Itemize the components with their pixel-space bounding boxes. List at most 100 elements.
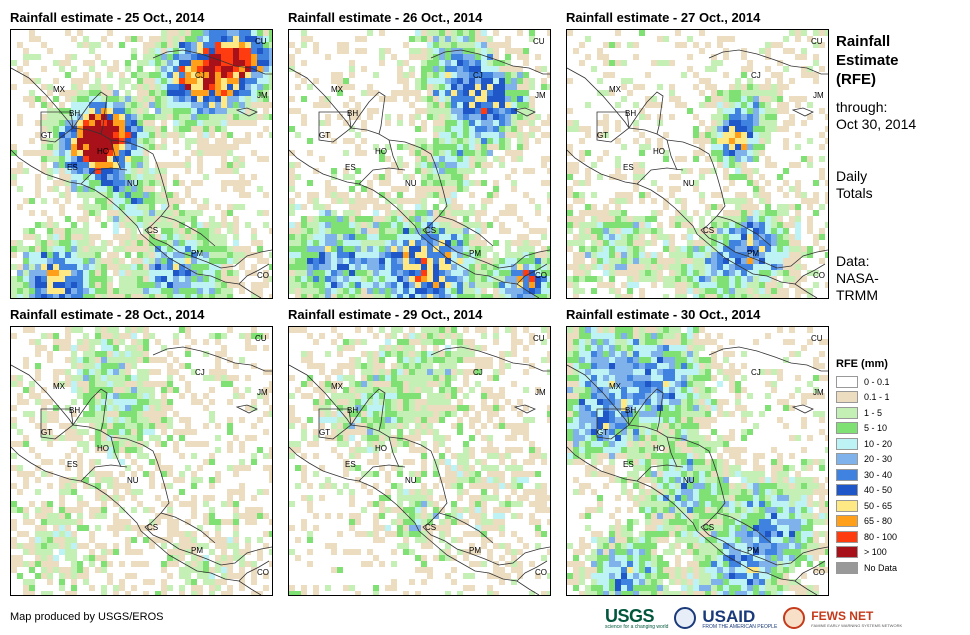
- rainfall-cell: [125, 537, 131, 543]
- rainfall-cell: [717, 150, 723, 156]
- rainfall-cell: [137, 501, 143, 507]
- rainfall-cell: [143, 471, 149, 477]
- rainfall-cell: [693, 210, 699, 216]
- rainfall-cell: [173, 120, 179, 126]
- rainfall-cell: [573, 222, 579, 228]
- rainfall-cell: [83, 288, 89, 294]
- rainfall-map: MX BH GT HO ES NU CS PM CO CU JM CJ: [566, 29, 829, 299]
- rainfall-cell: [427, 48, 433, 54]
- rainfall-cell: [439, 150, 445, 156]
- rainfall-cell: [125, 90, 131, 96]
- rainfall-cell: [487, 78, 493, 84]
- country-label: CO: [257, 271, 269, 280]
- rainfall-cell: [125, 210, 131, 216]
- rainfall-cell: [125, 162, 131, 168]
- rainfall-cell: [215, 555, 221, 561]
- rainfall-cell: [349, 66, 355, 72]
- rainfall-cell: [203, 339, 209, 345]
- rainfall-cell: [469, 30, 475, 36]
- rainfall-cell: [723, 138, 729, 144]
- rainfall-cell: [95, 375, 101, 381]
- rainfall-cell: [131, 351, 137, 357]
- rainfall-cell: [113, 393, 119, 399]
- rainfall-cell: [11, 423, 17, 429]
- rainfall-cell: [137, 417, 143, 423]
- rainfall-cell: [89, 375, 95, 381]
- rainfall-cell: [83, 363, 89, 369]
- rainfall-cell: [379, 180, 385, 186]
- rainfall-cell: [567, 108, 573, 114]
- rainfall-cell: [349, 240, 355, 246]
- rainfall-cell: [475, 30, 481, 36]
- rainfall-cell: [777, 42, 783, 48]
- rainfall-cell: [735, 288, 741, 294]
- rainfall-cell: [379, 30, 385, 36]
- rainfall-cell: [385, 168, 391, 174]
- rainfall-cell: [493, 327, 499, 333]
- rainfall-cell: [203, 543, 209, 549]
- rainfall-cell: [735, 282, 741, 288]
- rainfall-cell: [481, 288, 487, 294]
- rainfall-cell: [119, 180, 125, 186]
- rainfall-cell: [319, 252, 325, 258]
- rainfall-cell: [215, 72, 221, 78]
- rainfall-cell: [203, 405, 209, 411]
- rainfall-cell: [783, 180, 789, 186]
- rainfall-cell: [307, 288, 313, 294]
- rainfall-cell: [759, 216, 765, 222]
- rainfall-cell: [53, 228, 59, 234]
- rainfall-cell: [681, 216, 687, 222]
- rainfall-cell: [313, 246, 319, 252]
- rainfall-cell: [107, 441, 113, 447]
- rainfall-cell: [319, 240, 325, 246]
- rainfall-cell: [681, 246, 687, 252]
- rainfall-cell: [95, 357, 101, 363]
- rainfall-cell: [639, 114, 645, 120]
- rainfall-cell: [765, 126, 771, 132]
- rainfall-cell: [475, 180, 481, 186]
- rainfall-cell: [385, 276, 391, 282]
- rainfall-cell: [457, 258, 463, 264]
- rainfall-cell: [759, 288, 765, 294]
- rainfall-cell: [161, 294, 167, 298]
- rainfall-cell: [35, 345, 41, 351]
- rainfall-cell: [227, 36, 233, 42]
- rainfall-cell: [397, 66, 403, 72]
- rainfall-cell: [185, 156, 191, 162]
- rainfall-cell: [77, 387, 83, 393]
- rainfall-cell: [747, 168, 753, 174]
- rainfall-cell: [269, 447, 272, 453]
- rainfall-cell: [101, 561, 107, 567]
- rainfall-cell: [307, 234, 313, 240]
- rainfall-cell: [421, 180, 427, 186]
- rainfall-cell: [77, 144, 83, 150]
- rainfall-cell: [269, 411, 272, 417]
- rainfall-cell: [481, 66, 487, 72]
- rainfall-cell: [421, 138, 427, 144]
- rainfall-cell: [621, 258, 627, 264]
- rainfall-cell: [35, 399, 41, 405]
- rainfall-cell: [609, 288, 615, 294]
- rainfall-cell: [421, 240, 427, 246]
- rainfall-cell: [233, 138, 239, 144]
- country-label: GT: [41, 428, 52, 437]
- rainfall-cell: [47, 144, 53, 150]
- rainfall-cell: [119, 288, 125, 294]
- rainfall-cell: [77, 543, 83, 549]
- rainfall-cell: [89, 357, 95, 363]
- rainfall-cell: [191, 150, 197, 156]
- rainfall-cell: [29, 234, 35, 240]
- rainfall-cell: [433, 84, 439, 90]
- rainfall-cell: [469, 144, 475, 150]
- rainfall-cell: [161, 168, 167, 174]
- rainfall-cell: [511, 210, 517, 216]
- rainfall-cell: [765, 114, 771, 120]
- rainfall-cell: [517, 252, 523, 258]
- rainfall-cell: [753, 294, 759, 298]
- rainfall-cell: [23, 507, 29, 513]
- rainfall-cell: [161, 174, 167, 180]
- rainfall-cell: [391, 246, 397, 252]
- coastline-border: [160, 215, 216, 247]
- rainfall-cell: [541, 156, 547, 162]
- rainfall-cell: [615, 294, 621, 298]
